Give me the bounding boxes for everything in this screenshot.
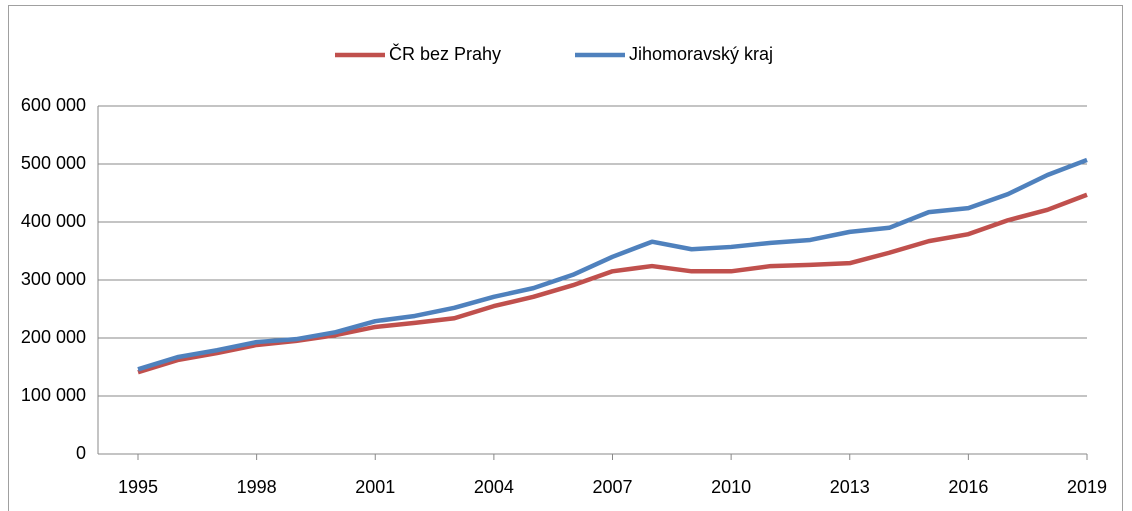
x-tick-label: 1995 xyxy=(118,477,158,497)
legend-label: Jihomoravský kraj xyxy=(629,44,773,64)
x-tick-label: 1998 xyxy=(237,477,277,497)
series-line xyxy=(137,192,1088,375)
x-tick-label: 2016 xyxy=(948,477,988,497)
y-tick-label: 500 000 xyxy=(21,153,86,173)
x-tick-label: 2019 xyxy=(1067,477,1107,497)
chart-border xyxy=(8,5,1123,511)
series-line xyxy=(137,157,1088,372)
x-tick-label: 2001 xyxy=(355,477,395,497)
x-tick-label: 2010 xyxy=(711,477,751,497)
x-tick-label: 2004 xyxy=(474,477,514,497)
y-tick-label: 600 000 xyxy=(21,95,86,115)
y-tick-label: 400 000 xyxy=(21,211,86,231)
y-tick-label: 300 000 xyxy=(21,269,86,289)
legend-label: ČR bez Prahy xyxy=(389,43,501,64)
y-tick-label: 0 xyxy=(76,443,86,463)
x-tick-label: 2007 xyxy=(592,477,632,497)
y-tick-label: 100 000 xyxy=(21,385,86,405)
x-tick-label: 2013 xyxy=(830,477,870,497)
y-tick-label: 200 000 xyxy=(21,327,86,347)
